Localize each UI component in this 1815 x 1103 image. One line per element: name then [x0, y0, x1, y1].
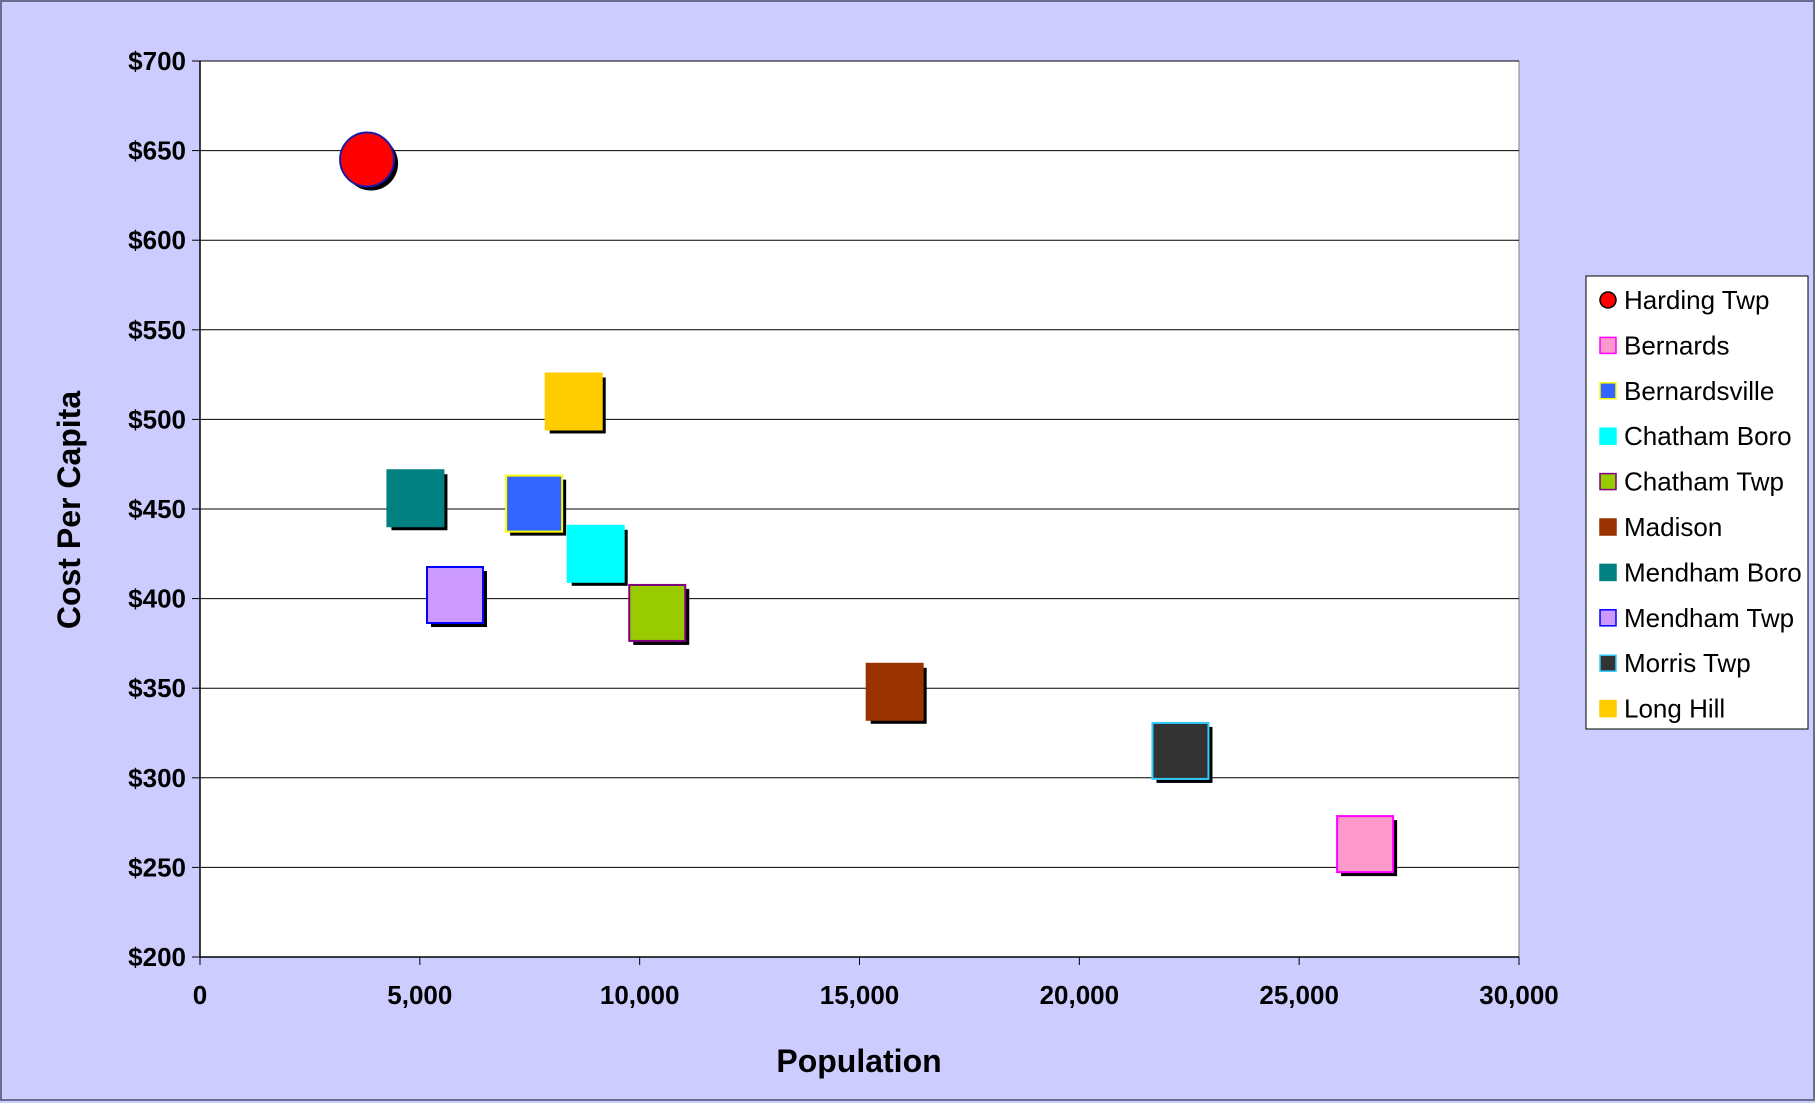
y-tick-label: $500 — [128, 404, 186, 434]
point-mendham-twp — [426, 566, 488, 628]
legend-label: Madison — [1624, 512, 1722, 542]
point-marker — [1151, 721, 1210, 780]
y-axis-title: Cost Per Capita — [51, 391, 87, 629]
y-tick-label: $650 — [128, 136, 186, 166]
point-marker — [386, 469, 445, 528]
legend-box — [1585, 275, 1809, 730]
legend-swatch — [1599, 427, 1617, 445]
legend-label: Mendham Twp — [1624, 603, 1794, 633]
point-marker — [339, 131, 396, 188]
x-tick-label: 5,000 — [387, 980, 452, 1010]
legend-label: Long Hill — [1624, 694, 1725, 724]
legend-swatch — [1599, 336, 1617, 355]
data-points — [339, 131, 1398, 877]
legend-swatch — [1599, 563, 1617, 582]
legend-swatch — [1599, 654, 1617, 672]
y-tick-label: $350 — [128, 673, 186, 703]
x-tick-label: 30,000 — [1479, 980, 1559, 1010]
legend-swatch — [1599, 609, 1617, 627]
y-axis-ticks: $200 $250 $300 $350 $400 $450 $500 $550 $600 $650… — [128, 46, 200, 972]
y-tick-label: $250 — [128, 852, 186, 882]
point-marker — [566, 524, 625, 583]
y-tick-label: $700 — [128, 46, 186, 76]
legend-swatch — [1599, 699, 1617, 718]
legend-label: Chatham Boro — [1624, 421, 1792, 451]
legend-label: Harding Twp — [1624, 285, 1770, 315]
legend-label: Bernardsville — [1624, 376, 1774, 406]
legend-swatch — [1599, 291, 1617, 309]
legend-item-morris-twp: Morris Twp — [1599, 648, 1751, 678]
x-tick-label: 20,000 — [1040, 980, 1120, 1010]
point-marker — [628, 583, 687, 642]
y-tick-label: $200 — [128, 942, 186, 972]
legend-item-madison: Madison — [1599, 512, 1722, 542]
point-bernards — [1336, 815, 1398, 877]
legend-label: Morris Twp — [1624, 648, 1751, 678]
legend-item-bernards: Bernards — [1599, 330, 1730, 360]
point-morris-twp — [1151, 721, 1213, 783]
x-tick-label: 25,000 — [1259, 980, 1339, 1010]
legend-item-mendham-boro: Mendham Boro — [1599, 557, 1802, 587]
x-tick-label: 15,000 — [820, 980, 900, 1010]
point-marker — [544, 372, 603, 431]
point-marker — [865, 662, 924, 721]
legend-label: Mendham Boro — [1624, 557, 1802, 587]
legend-item-chatham-boro: Chatham Boro — [1599, 421, 1792, 451]
legend-item-chatham-twp: Chatham Twp — [1599, 467, 1784, 497]
gridlines — [200, 60, 1519, 868]
x-axis-title: Population — [776, 1043, 941, 1079]
y-tick-label: $400 — [128, 584, 186, 614]
point-harding-twp — [339, 131, 399, 191]
legend-swatch — [1599, 472, 1617, 491]
legend-label: Bernards — [1624, 330, 1730, 360]
x-tick-label: 0 — [193, 980, 207, 1010]
legend-item-long-hill: Long Hill — [1599, 694, 1725, 724]
legend-swatch — [1599, 382, 1617, 400]
legend-item-harding-twp: Harding Twp — [1599, 285, 1770, 315]
legend-item-bernardsville: Bernardsville — [1599, 376, 1774, 406]
legend-item-mendham-twp: Mendham Twp — [1599, 603, 1794, 633]
point-marker — [426, 566, 485, 625]
point-long-hill — [544, 372, 606, 434]
legend: Harding Twp Bernards Bernardsville Chatham … — [1585, 275, 1809, 730]
point-marker — [1336, 815, 1395, 874]
point-madison — [865, 662, 927, 724]
point-bernardsville — [505, 474, 567, 536]
point-mendham-boro — [386, 469, 448, 531]
y-tick-label: $300 — [128, 763, 186, 793]
x-tick-label: 10,000 — [600, 980, 680, 1010]
point-marker — [505, 474, 564, 533]
legend-label: Chatham Twp — [1624, 467, 1784, 497]
y-tick-label: $600 — [128, 225, 186, 255]
y-tick-label: $450 — [128, 494, 186, 524]
x-axis-ticks: 0 5,000 10,000 15,000 20,000 25,000 30,000 — [193, 957, 1559, 1010]
point-chatham-twp — [628, 583, 690, 645]
y-tick-label: $550 — [128, 315, 186, 345]
legend-swatch — [1599, 518, 1617, 536]
point-chatham-boro — [566, 524, 628, 586]
